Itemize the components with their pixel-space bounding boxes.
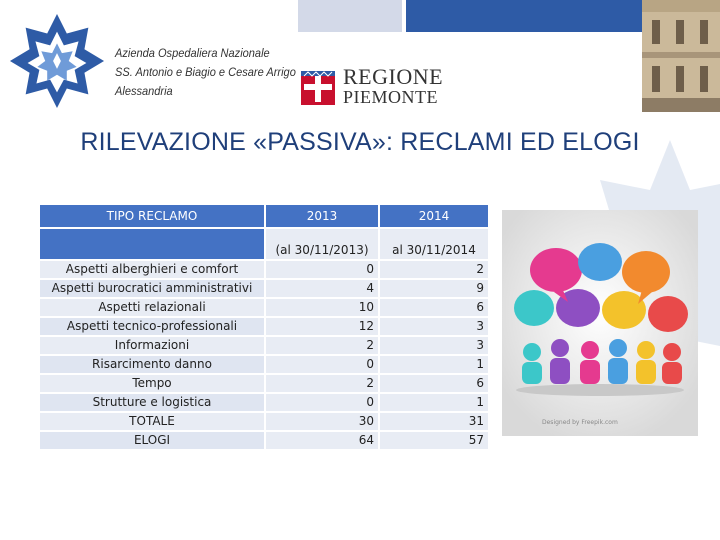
row-value-2014: 1 bbox=[380, 356, 488, 373]
row-value-2014: 2 bbox=[380, 261, 488, 278]
hospital-name-line: Alessandria bbox=[115, 84, 173, 98]
speech-bubbles-people-icon: Designed by Freepik.com bbox=[502, 210, 698, 436]
row-value-2014: 1 bbox=[380, 394, 488, 411]
row-label: TOTALE bbox=[40, 413, 264, 430]
table-subheader-row: (al 30/11/2013) al 30/11/2014 bbox=[40, 229, 488, 259]
table-row: Aspetti burocratici amministrativi 4 9 bbox=[40, 280, 488, 297]
table-row: Risarcimento danno 0 1 bbox=[40, 356, 488, 373]
row-label: ELOGI bbox=[40, 432, 264, 449]
row-value-2013: 0 bbox=[266, 356, 378, 373]
row-value-2014: 6 bbox=[380, 375, 488, 392]
row-value-2013: 30 bbox=[266, 413, 378, 430]
table-row: Aspetti tecnico-professionali 12 3 bbox=[40, 318, 488, 335]
hospital-name-line: SS. Antonio e Biagio e Cesare Arrigo bbox=[115, 65, 296, 79]
row-value-2014: 3 bbox=[380, 337, 488, 354]
region-name: REGIONE PIEMONTE bbox=[343, 64, 444, 108]
row-value-2013: 0 bbox=[266, 394, 378, 411]
row-value-2013: 2 bbox=[266, 337, 378, 354]
table-row: Informazioni 2 3 bbox=[40, 337, 488, 354]
row-label: Aspetti alberghieri e comfort bbox=[40, 261, 264, 278]
row-label: Informazioni bbox=[40, 337, 264, 354]
table-row: Aspetti alberghieri e comfort 0 2 bbox=[40, 261, 488, 278]
table-row: Tempo 2 6 bbox=[40, 375, 488, 392]
top-decor-bar-light bbox=[298, 0, 402, 32]
row-value-2013: 10 bbox=[266, 299, 378, 316]
subheader-cell-2014: al 30/11/2014 bbox=[380, 229, 488, 259]
region-shield-logo-icon bbox=[301, 71, 335, 105]
subheader-cell-2013: (al 30/11/2013) bbox=[266, 229, 378, 259]
row-value-2013: 12 bbox=[266, 318, 378, 335]
row-value-2013: 2 bbox=[266, 375, 378, 392]
row-value-2014: 31 bbox=[380, 413, 488, 430]
hospital-name: Azienda Ospedaliera Nazionale SS. Antoni… bbox=[115, 44, 312, 101]
row-label: Aspetti burocratici amministrativi bbox=[40, 280, 264, 297]
complaints-table: TIPO RECLAMO 2013 2014 (al 30/11/2013) a… bbox=[38, 203, 490, 451]
building-photo-icon bbox=[642, 0, 720, 112]
row-value-2014: 57 bbox=[380, 432, 488, 449]
top-decor-bar-blue bbox=[406, 0, 642, 32]
table-row: ELOGI 64 57 bbox=[40, 432, 488, 449]
header-cell-2014: 2014 bbox=[380, 205, 488, 227]
header-cell-2013: 2013 bbox=[266, 205, 378, 227]
subheader-cell-type bbox=[40, 229, 264, 259]
hospital-name-line: Azienda Ospedaliera Nazionale bbox=[115, 46, 270, 60]
row-label: Aspetti tecnico-professionali bbox=[40, 318, 264, 335]
row-value-2013: 4 bbox=[266, 280, 378, 297]
row-label: Aspetti relazionali bbox=[40, 299, 264, 316]
row-value-2014: 9 bbox=[380, 280, 488, 297]
table-header-row: TIPO RECLAMO 2013 2014 bbox=[40, 205, 488, 227]
illustration-credit: Designed by Freepik.com bbox=[542, 419, 618, 426]
region-name-line2: PIEMONTE bbox=[343, 87, 438, 107]
table-row: TOTALE 30 31 bbox=[40, 413, 488, 430]
table-row: Aspetti relazionali 10 6 bbox=[40, 299, 488, 316]
row-value-2013: 64 bbox=[266, 432, 378, 449]
row-label: Tempo bbox=[40, 375, 264, 392]
row-value-2013: 0 bbox=[266, 261, 378, 278]
row-label: Risarcimento danno bbox=[40, 356, 264, 373]
hospital-star-logo-icon bbox=[9, 13, 105, 109]
page-title: RILEVAZIONE «PASSIVA»: RECLAMI ED ELOGI bbox=[80, 128, 640, 156]
row-value-2014: 6 bbox=[380, 299, 488, 316]
header-cell-type: TIPO RECLAMO bbox=[40, 205, 264, 227]
row-value-2014: 3 bbox=[380, 318, 488, 335]
region-name-line1: REGIONE bbox=[343, 64, 444, 89]
row-label: Strutture e logistica bbox=[40, 394, 264, 411]
table-row: Strutture e logistica 0 1 bbox=[40, 394, 488, 411]
